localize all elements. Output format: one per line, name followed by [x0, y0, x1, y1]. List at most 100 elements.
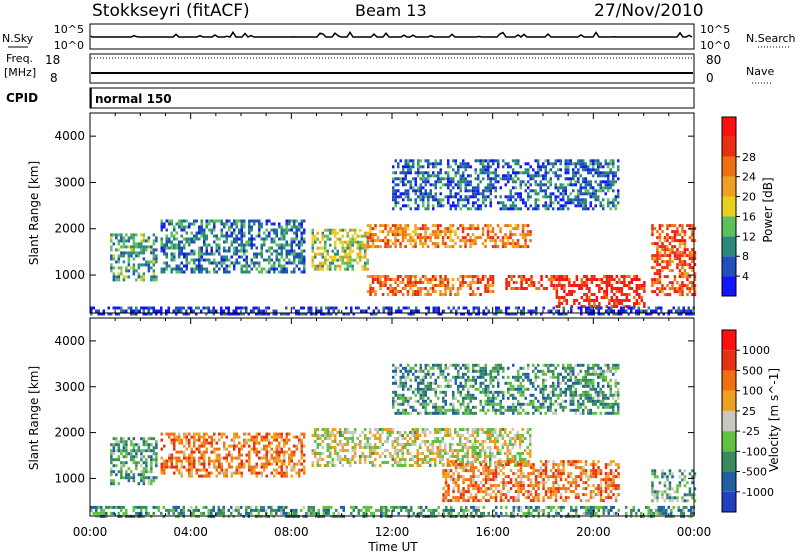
echo-cell [257, 309, 260, 313]
echo-cell [456, 458, 459, 461]
echo-cell [516, 434, 519, 437]
echo-cell [599, 162, 602, 166]
echo-cell [461, 449, 464, 452]
echo-cell [693, 263, 697, 267]
echo-cell [280, 249, 283, 253]
echo-cell [469, 281, 472, 284]
echo-cell [120, 461, 123, 465]
echo-cell [185, 267, 188, 271]
echo-cell [424, 242, 427, 246]
echo-cell [163, 267, 166, 271]
echo-cell [190, 267, 193, 271]
echo-cell [351, 431, 354, 434]
echo-cell [471, 431, 474, 434]
echo-cell [145, 312, 148, 316]
echo-cell [213, 459, 216, 463]
echo-cell [494, 180, 497, 184]
echo-cell [270, 246, 273, 250]
echo-cell [283, 258, 286, 262]
echo-cell [280, 234, 283, 238]
echo-cell [223, 456, 226, 460]
echo-cell [245, 270, 248, 274]
echo-cell [366, 245, 370, 249]
echo-cell [410, 312, 413, 316]
echo-cell [170, 453, 173, 457]
echo-cell [150, 464, 153, 468]
echo-cell [297, 312, 300, 316]
echo-cell [685, 309, 688, 313]
echo-cell [597, 309, 600, 313]
echo-cell [142, 251, 146, 255]
echo-cell [542, 478, 545, 482]
echo-cell [142, 278, 146, 282]
echo-cell [371, 239, 375, 243]
echo-cell [97, 312, 100, 316]
echo-cell [316, 452, 319, 455]
echo-cell [613, 302, 616, 305]
echo-cell [120, 251, 123, 255]
echo-cell [421, 245, 425, 249]
echo-cell [492, 159, 495, 163]
echo-cell [567, 177, 570, 181]
echo-cell [371, 227, 375, 231]
echo-cell [431, 242, 435, 246]
echo-cell [477, 312, 480, 316]
freq-tick-top: 18 [45, 53, 60, 67]
echo-cell [666, 224, 669, 228]
echo-cell [198, 447, 201, 451]
echo-cell [319, 261, 322, 265]
echo-cell [693, 257, 697, 261]
echo-cell [557, 484, 560, 488]
echo-cell [145, 470, 148, 474]
echo-cell [107, 306, 110, 310]
echo-cell [243, 246, 246, 250]
echo-cell [592, 159, 595, 163]
echo-cell [497, 174, 500, 178]
echo-cell [529, 434, 532, 437]
echo-cell [314, 431, 317, 434]
echo-cell [242, 312, 245, 316]
echo-cell [160, 246, 163, 250]
echo-cell [173, 246, 176, 250]
echo-cell [459, 275, 462, 278]
echo-cell [544, 195, 547, 199]
echo-cell [587, 180, 590, 184]
echo-cell [609, 186, 612, 190]
echo-cell [439, 443, 442, 446]
echo-cell [324, 240, 327, 244]
echo-cell [678, 293, 682, 297]
echo-cell [300, 456, 303, 460]
echo-cell [663, 266, 667, 270]
echo-cell [437, 312, 440, 316]
echo-cell [499, 195, 502, 199]
echo-cell [447, 159, 450, 163]
echo-cell [390, 309, 393, 313]
echo-cell [441, 428, 444, 431]
echo-cell [509, 469, 513, 473]
echo-cell [253, 471, 256, 475]
echo-cell [610, 278, 614, 281]
echo-cell [316, 264, 319, 268]
echo-cell [539, 174, 542, 178]
echo-cell [607, 312, 610, 316]
echo-cell [565, 302, 569, 305]
echo-cell [298, 441, 301, 445]
echo-cell [599, 180, 602, 184]
echo-cell [193, 441, 196, 445]
echo-cell [349, 237, 352, 241]
echo-cell [489, 236, 492, 240]
echo-cell [147, 482, 151, 486]
echo-cell [188, 438, 191, 442]
echo-cell [223, 441, 226, 445]
echo-cell [218, 438, 221, 442]
echo-cell [666, 263, 669, 267]
echo-cell [464, 466, 468, 470]
echo-cell [233, 228, 236, 232]
echo-cell [364, 261, 367, 265]
echo-cell [268, 432, 271, 436]
echo-cell [439, 230, 442, 234]
echo-cell [223, 468, 226, 472]
echo-cell [693, 284, 697, 288]
echo-cell [255, 471, 258, 475]
echo-cell [444, 284, 447, 287]
